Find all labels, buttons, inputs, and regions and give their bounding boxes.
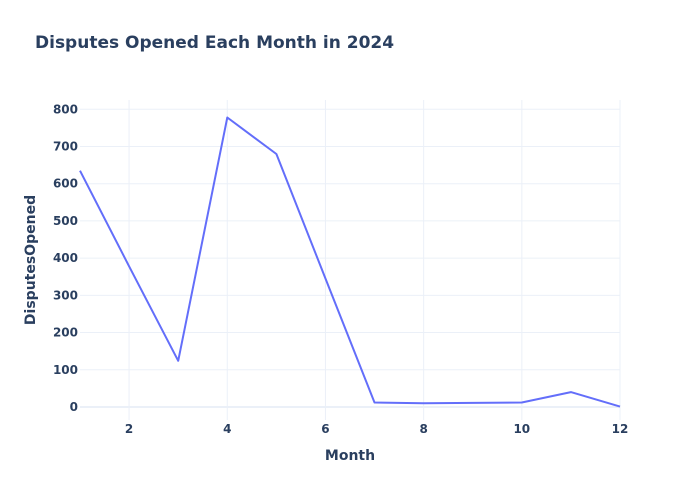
y-tick-label: 100 — [53, 363, 78, 377]
chart-title: Disputes Opened Each Month in 2024 — [35, 33, 395, 53]
x-tick-label: 6 — [321, 422, 329, 436]
y-tick-label: 500 — [53, 214, 78, 228]
x-tick-label: 8 — [419, 422, 427, 436]
y-tick-label: 0 — [70, 400, 78, 414]
y-tick-label: 200 — [53, 326, 78, 340]
tick-labels: 0 100 200 300 400 500 600 700 800 2 4 6 8 10 12 — [53, 102, 628, 436]
y-axis-title: DisputesOpened — [23, 195, 39, 325]
x-tick-label: 2 — [125, 422, 133, 436]
x-tick-label: 10 — [513, 422, 530, 436]
x-tick-label: 4 — [223, 422, 231, 436]
series-line — [79, 116, 621, 408]
x-tick-label: 12 — [612, 422, 629, 436]
y-tick-label: 800 — [53, 102, 78, 116]
y-tick-label: 600 — [53, 177, 78, 191]
y-tick-label: 300 — [53, 288, 78, 302]
series — [79, 116, 621, 408]
y-tick-label: 400 — [53, 251, 78, 265]
x-axis-title: Month — [325, 448, 375, 464]
y-tick-label: 700 — [53, 140, 78, 154]
grid — [80, 100, 621, 420]
